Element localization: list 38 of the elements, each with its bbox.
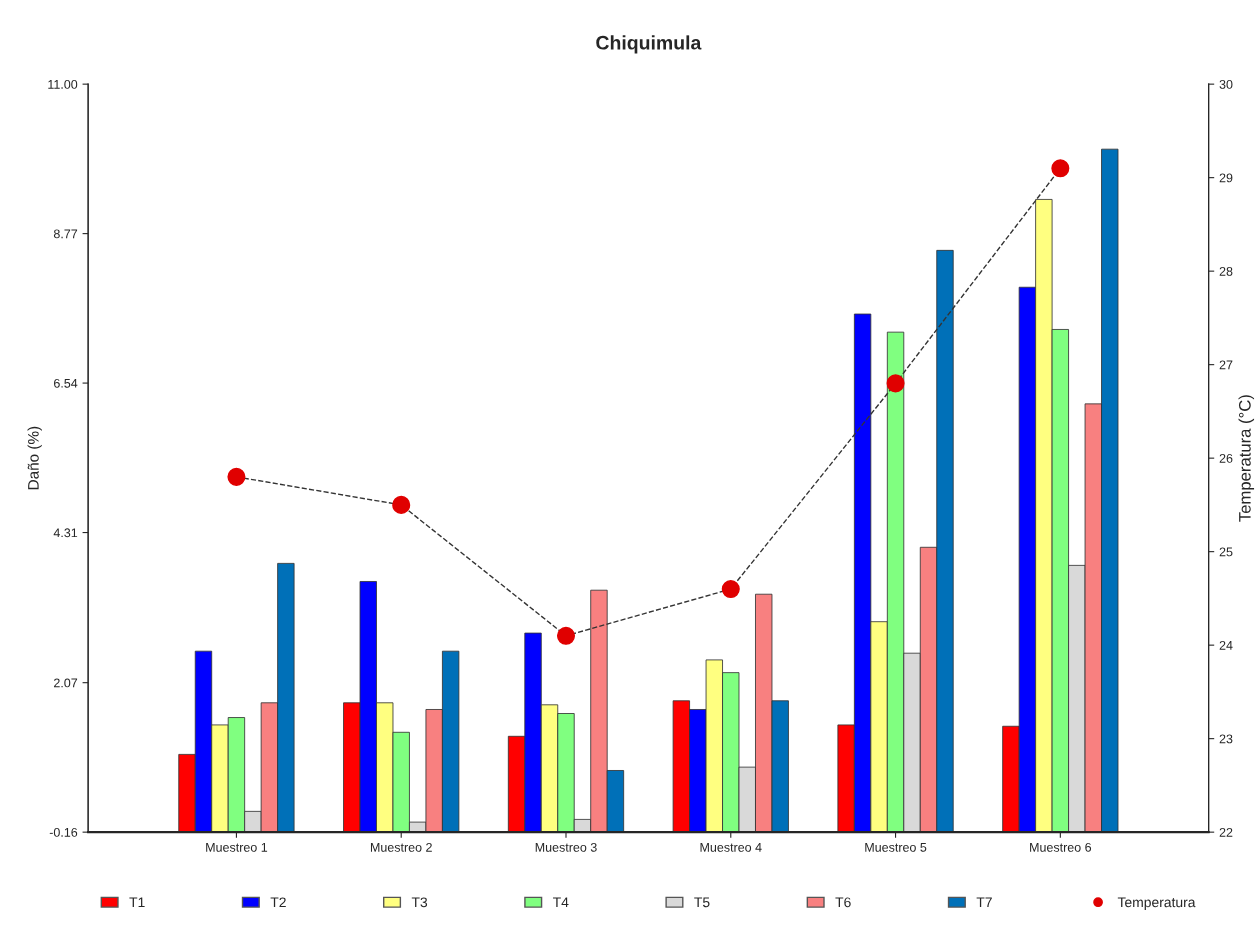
x-tick-label: Muestreo 2	[370, 842, 432, 852]
legend-label: T5	[694, 897, 710, 908]
y-axis-title: Daño (%)	[27, 426, 42, 490]
y2-tick-label: 27	[1219, 360, 1233, 370]
y-tick-label: 6.54	[54, 378, 78, 388]
x-tick-label: Muestreo 3	[535, 842, 597, 852]
point	[886, 374, 905, 393]
legend-label: T3	[411, 897, 428, 908]
y2-tick-label: 25	[1219, 547, 1233, 557]
x-tick-label: Muestreo 4	[700, 843, 762, 852]
y-tick-label: -0.16	[49, 827, 78, 837]
legend-label: T7	[976, 897, 992, 908]
y2-tick-label: 30	[1219, 79, 1233, 89]
x-tick-label: Muestreo 6	[1030, 842, 1092, 852]
point	[721, 580, 740, 599]
y2-tick-label: 23	[1219, 734, 1233, 744]
y2-tick-label: 28	[1219, 266, 1233, 276]
y2-axis-title: Temperatura (°C)	[1238, 395, 1255, 522]
point	[1051, 159, 1070, 178]
y-tick-label: 4.31	[53, 528, 78, 538]
y2-tick-label: 26	[1219, 453, 1233, 463]
legend-label: Temperatura	[1117, 897, 1196, 910]
y-tick-label: 8.77	[53, 229, 78, 239]
legend-label: T4	[553, 897, 569, 908]
y2-tick-label: 29	[1219, 173, 1233, 183]
y2-tick-label: 22	[1219, 827, 1233, 837]
legend-label: T1	[129, 897, 145, 908]
chart-title: Chiquimula	[596, 35, 702, 54]
point	[392, 495, 411, 514]
y2-tick-label: 24	[1219, 640, 1233, 650]
point	[227, 467, 246, 486]
legend-label: T2	[270, 897, 286, 908]
y-tick-label: 2.07	[54, 678, 78, 688]
point	[556, 626, 576, 645]
y-tick-label: 11.00	[48, 79, 78, 89]
legend-label: T6	[835, 897, 851, 908]
x-tick-label: Muestreo 1	[206, 843, 268, 852]
x-tick-label: Muestreo 5	[865, 843, 927, 852]
